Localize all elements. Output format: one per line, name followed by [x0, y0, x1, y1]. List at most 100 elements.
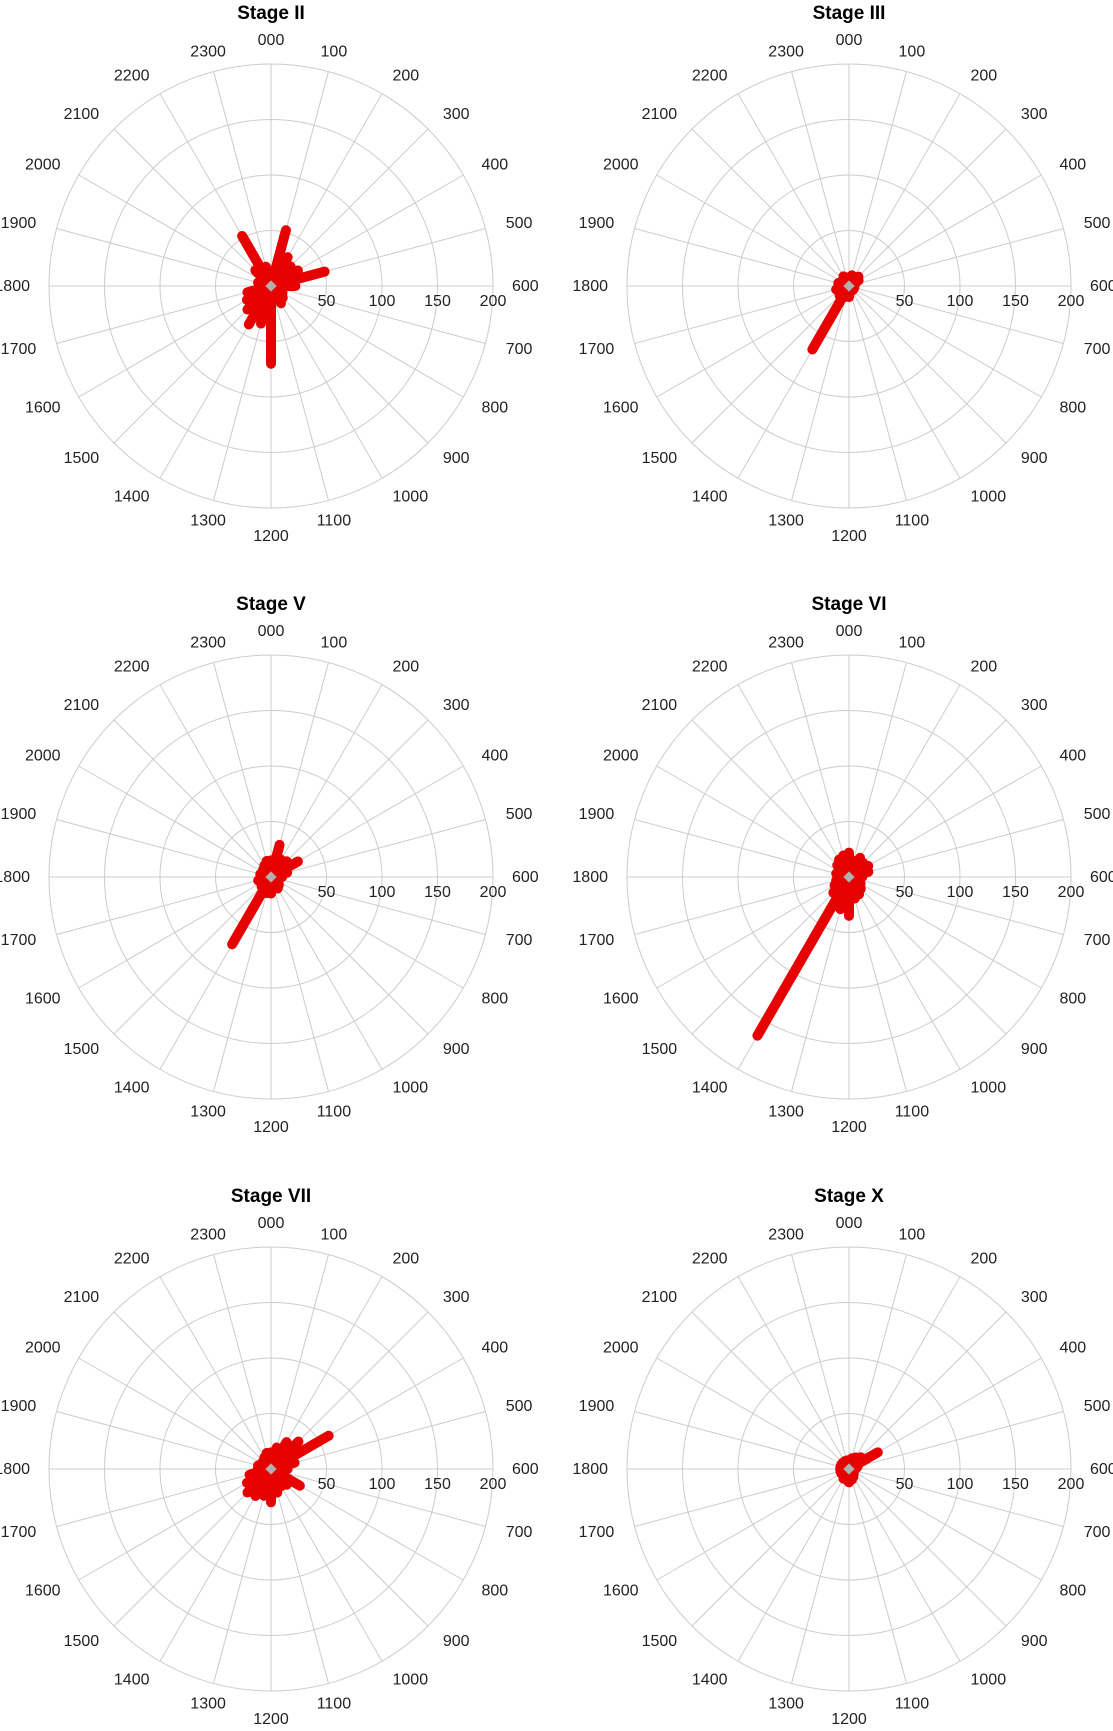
angle-tick-label: 1800 [0, 278, 30, 295]
panel-title: Stage VII [231, 1186, 311, 1207]
angle-tick-label: 900 [443, 1041, 470, 1058]
angular-gridline [56, 228, 272, 287]
angle-tick-label: 1500 [64, 1633, 100, 1650]
angular-gridline [56, 1411, 272, 1470]
angular-gridline [848, 819, 1064, 878]
angle-tick-label: 200 [393, 659, 420, 676]
angle-tick-label: 800 [481, 991, 508, 1008]
angle-tick-label: 100 [321, 43, 348, 60]
angle-tick-label: 200 [393, 68, 420, 85]
angle-tick-label: 2000 [603, 157, 639, 174]
angle-tick-label: 300 [443, 106, 470, 123]
angular-gridline [270, 819, 486, 878]
angular-gridline [213, 71, 272, 287]
angle-tick-label: 2200 [692, 659, 728, 676]
angular-gridline [270, 285, 383, 479]
angle-tick-label: 800 [1059, 991, 1086, 1008]
angle-tick-label: 2100 [642, 1289, 678, 1306]
angular-gridline [78, 876, 272, 989]
angular-gridline [56, 1468, 272, 1527]
angular-gridline [848, 1468, 961, 1662]
angle-tick-label: 800 [1059, 1583, 1086, 1600]
angle-tick-label: 900 [1021, 1633, 1048, 1650]
angle-tick-label: 2300 [768, 1226, 804, 1243]
angle-tick-label: 1100 [895, 513, 930, 530]
angle-tick-label: 2000 [25, 748, 61, 765]
angular-gridline [848, 1311, 1007, 1470]
angular-gridline [791, 662, 850, 878]
angular-gridline [270, 285, 486, 344]
angle-tick-label: 1300 [190, 1104, 226, 1121]
angle-tick-label: 2200 [114, 659, 150, 676]
angle-tick-label: 2300 [190, 1226, 226, 1243]
angle-tick-label: 1100 [317, 1696, 352, 1713]
angular-gridline [848, 662, 907, 878]
angle-tick-label: 1300 [190, 513, 226, 530]
angle-tick-label: 2200 [692, 1251, 728, 1268]
polar-panel: 000 100 200 300 400 500 600 700 800 900 1000 1100 12… [572, 3, 1113, 545]
angular-gridline [270, 1468, 329, 1684]
angular-gridline [791, 1254, 850, 1470]
angular-gridline [78, 1357, 272, 1470]
angular-gridline [737, 93, 850, 287]
angular-gridline [656, 174, 850, 287]
radial-tick-label: 100 [369, 884, 396, 901]
angle-tick-label: 600 [512, 1461, 539, 1478]
angle-tick-label: 1700 [1, 341, 37, 358]
angle-tick-label: 700 [506, 932, 533, 949]
angle-tick-label: 400 [481, 157, 508, 174]
angular-gridline [270, 285, 329, 501]
angle-tick-label: 700 [1084, 1524, 1111, 1541]
angle-tick-label: 1100 [895, 1696, 930, 1713]
angle-tick-label: 1600 [603, 400, 639, 417]
angle-tick-label: 1000 [393, 1671, 429, 1688]
angular-gridline [848, 1468, 907, 1684]
angle-tick-label: 1600 [603, 991, 639, 1008]
radial-tick-label: 200 [1058, 293, 1085, 310]
radial-tick-label: 200 [480, 1476, 507, 1493]
angle-tick-label: 1800 [0, 869, 30, 886]
angular-gridline [656, 285, 850, 398]
angle-tick-label: 2100 [642, 106, 678, 123]
radial-tick-label: 100 [369, 1476, 396, 1493]
angle-tick-label: 1700 [1, 1524, 37, 1541]
angle-tick-label: 1700 [579, 932, 615, 949]
angle-tick-label: 2100 [64, 106, 100, 123]
angular-gridline [270, 876, 429, 1035]
angular-gridline [656, 1357, 850, 1470]
radial-tick-label: 50 [896, 1476, 914, 1493]
angle-tick-label: 100 [899, 634, 926, 651]
radial-tick-label: 100 [947, 293, 974, 310]
angle-tick-label: 900 [1021, 1041, 1048, 1058]
radial-tick-label: 150 [1002, 1476, 1029, 1493]
angle-tick-label: 1000 [393, 488, 429, 505]
center-marker [265, 1463, 277, 1475]
angle-tick-label: 1400 [114, 1671, 150, 1688]
angular-gridline [737, 1276, 850, 1470]
angle-tick-label: 600 [1090, 869, 1113, 886]
angular-gridline [113, 719, 272, 878]
angular-gridline [56, 876, 272, 935]
angular-gridline [848, 1468, 1042, 1581]
angular-gridline [691, 285, 850, 444]
angular-gridline [270, 876, 329, 1092]
angle-tick-label: 2300 [190, 634, 226, 651]
angular-gridline [848, 285, 1064, 344]
angle-tick-label: 1200 [253, 1711, 289, 1728]
radial-tick-label: 150 [424, 293, 451, 310]
angle-tick-label: 1400 [692, 488, 728, 505]
angle-tick-label: 1500 [64, 1041, 100, 1058]
angular-gridline [791, 71, 850, 287]
radial-tick-label: 200 [1058, 884, 1085, 901]
radial-tick-label: 200 [480, 884, 507, 901]
angular-gridline [78, 174, 272, 287]
angular-gridline [848, 876, 907, 1092]
polar-panel: 000 100 200 300 400 500 600 700 800 900 1000 1100 12… [0, 1186, 539, 1728]
angular-gridline [791, 285, 850, 501]
angular-gridline [634, 228, 850, 287]
angular-gridline [848, 285, 1042, 398]
angle-tick-label: 800 [481, 1583, 508, 1600]
angular-gridline [848, 71, 907, 287]
center-marker [843, 1463, 855, 1475]
angular-gridline [691, 1311, 850, 1470]
